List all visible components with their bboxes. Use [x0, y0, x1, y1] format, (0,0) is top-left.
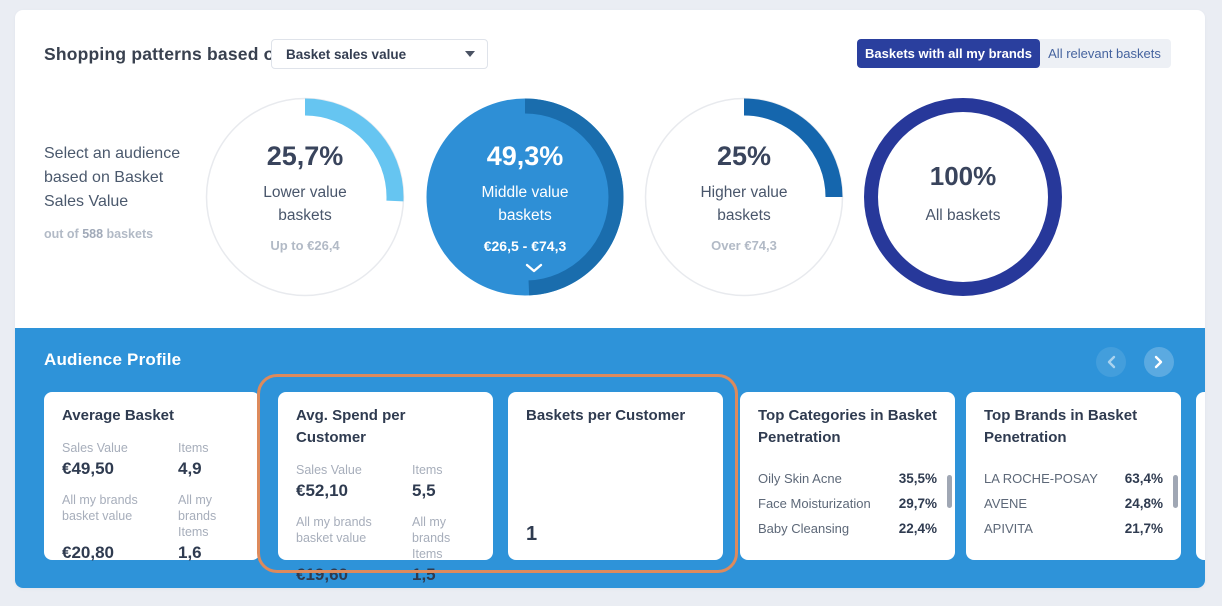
metric-label: All my brands basket value	[62, 493, 138, 523]
chevron-right-icon	[1154, 355, 1163, 369]
metric-label: All my brands basket value	[296, 515, 372, 545]
metric-label: Items	[178, 441, 209, 455]
card-title: Baskets per Customer	[526, 407, 686, 424]
rank-row: LA ROCHE-POSAY 63,4%	[984, 466, 1163, 491]
rank-row: Face Moisturization 29,7%	[758, 491, 937, 516]
metric-label: All my brands Items	[178, 493, 217, 539]
metric-value: €52,10	[296, 481, 348, 500]
chevron-left-icon	[1107, 355, 1116, 369]
audience-segment-higher-value[interactable]: 25% Higher value baskets Over €74,3	[644, 97, 844, 297]
metric-value: 4,9	[178, 459, 202, 478]
rank-row: AVENE 24,8%	[984, 491, 1163, 516]
donut-chart-middle	[426, 98, 624, 296]
metric-value: 1	[526, 523, 538, 545]
intro-text: Select an audience based on Basket Sales…	[44, 145, 181, 210]
card-top-categories: Top Categories in Basket Penetration Oil…	[740, 392, 955, 560]
rank-value: 29,7%	[898, 496, 937, 511]
basis-dropdown-value: Basket sales value	[286, 46, 407, 62]
basket-count: 588	[82, 227, 104, 241]
rank-value: 63,4%	[1124, 471, 1163, 486]
card-title: Top Brands in Basket Penetration	[984, 407, 1138, 446]
metric-value: €20,80	[62, 543, 114, 562]
rank-name: AVENE	[984, 496, 1028, 511]
basis-dropdown[interactable]: Basket sales value	[271, 39, 488, 69]
rank-name: LA ROCHE-POSAY	[984, 471, 1098, 486]
metric-value: 1,6	[178, 543, 202, 562]
metric-label: All my brands Items	[412, 515, 451, 561]
rank-value: 22,4%	[898, 521, 937, 536]
page-title: Shopping patterns based on	[44, 44, 286, 64]
rank-row: Baby Cleansing 22,4%	[758, 516, 937, 541]
donut-chart-lower	[205, 97, 405, 297]
rank-name: Face Moisturization	[758, 496, 871, 511]
rank-name: Oily Skin Acne	[758, 471, 842, 486]
carousel-next-button[interactable]	[1144, 347, 1174, 377]
metric-value: €49,50	[62, 459, 114, 478]
metric-label: Sales Value	[296, 463, 362, 477]
intro-block: Select an audience based on Basket Sales…	[44, 142, 184, 241]
rank-value: 35,5%	[898, 471, 937, 486]
rank-name: Baby Cleansing	[758, 521, 850, 536]
audience-segment-middle-value[interactable]: 49,3% Middle value baskets €26,5 - €74,3	[425, 97, 625, 297]
metric-label: Items	[412, 463, 443, 477]
metric-value: €19,60	[296, 565, 348, 584]
carousel-prev-button[interactable]	[1096, 347, 1126, 377]
scrollbar[interactable]	[1173, 475, 1178, 508]
card-title: Avg. Spend per Customer	[296, 407, 406, 446]
rank-value: 21,7%	[1124, 521, 1163, 536]
donut-chart-all	[864, 98, 1062, 296]
basket-count-text: out of 588 baskets	[44, 227, 154, 241]
donut-chart-higher	[644, 97, 844, 297]
audience-profile-panel: Audience Profile Average Basket Sales Va…	[15, 328, 1205, 588]
card-avg-spend-per-customer: Avg. Spend per Customer Sales Value Item…	[278, 392, 493, 584]
card-baskets-per-customer: Baskets per Customer 1	[508, 392, 723, 560]
card-top-brands: Top Brands in Basket Penetration LA ROCH…	[966, 392, 1181, 560]
toggle-all-relevant-baskets[interactable]: All relevant baskets	[1038, 39, 1171, 68]
card-partial-next	[1196, 392, 1205, 560]
audience-segment-lower-value[interactable]: 25,7% Lower value baskets Up to €26,4	[205, 97, 405, 297]
metric-value: 1,5	[412, 565, 436, 584]
card-title: Average Basket	[62, 407, 175, 424]
metric-value: 5,5	[412, 481, 436, 500]
caret-down-icon	[465, 51, 475, 57]
basket-view-toggle: Baskets with all my brands All relevant …	[857, 39, 1171, 68]
toggle-baskets-with-my-brands[interactable]: Baskets with all my brands	[857, 39, 1040, 68]
rank-row: APIVITA 21,7%	[984, 516, 1163, 541]
rank-name: APIVITA	[984, 521, 1033, 536]
metric-label: Sales Value	[62, 441, 128, 455]
card-average-basket: Average Basket Sales Value Items €49,50 …	[44, 392, 260, 562]
audience-profile-title: Audience Profile	[44, 350, 182, 369]
audience-segment-all-baskets[interactable]: 100% All baskets	[863, 97, 1063, 297]
rank-value: 24,8%	[1124, 496, 1163, 511]
scrollbar[interactable]	[947, 475, 952, 508]
card-title: Top Categories in Basket Penetration	[758, 407, 937, 446]
rank-row: Oily Skin Acne 35,5%	[758, 466, 937, 491]
